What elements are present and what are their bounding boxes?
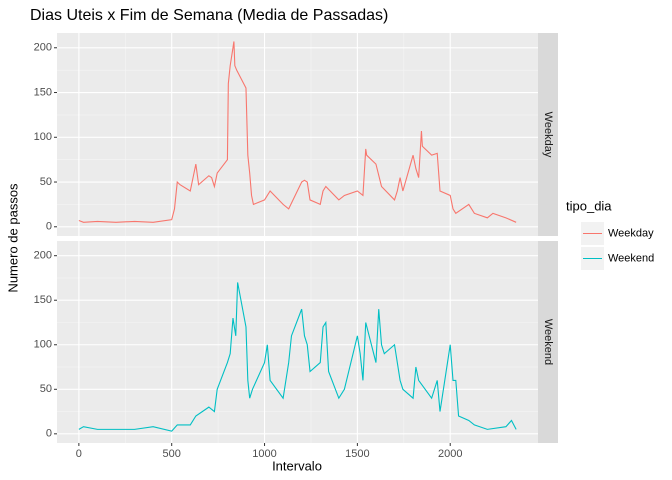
x-axis-label: Intervalo [272,458,322,473]
y-tick-label: 150 [34,86,52,98]
y-tick-label: 100 [34,131,52,143]
x-tick-label: 1000 [252,448,276,460]
y-tick-label: 100 [34,339,52,351]
y-tick-label: 0 [46,221,52,233]
legend-title: tipo_dia [566,198,612,213]
legend-label: Weekday [608,227,654,239]
strip-background [538,33,558,236]
y-tick-label: 150 [34,294,52,306]
strip-label: Weekend [542,319,554,365]
y-axis-label: Numero de passos [5,183,20,293]
data-line [78,282,517,432]
y-tick-label: 200 [34,250,52,262]
data-line [78,41,517,223]
x-tick-label: 0 [76,448,82,460]
x-tick-label: 500 [163,448,181,460]
y-tick-label: 50 [40,176,52,188]
x-tick-label: 2000 [438,448,462,460]
panel-background [57,241,538,443]
y-tick-label: 0 [46,428,52,440]
y-tick-label: 200 [34,42,52,54]
y-tick-label: 50 [40,383,52,395]
legend-label: Weekend [608,252,654,264]
strip-background [538,241,558,443]
chart-title: Dias Uteis x Fim de Semana (Media de Pas… [30,7,388,24]
strip-label: Weekday [542,112,554,158]
x-tick-label: 1500 [345,448,369,460]
panel-background [57,33,538,236]
